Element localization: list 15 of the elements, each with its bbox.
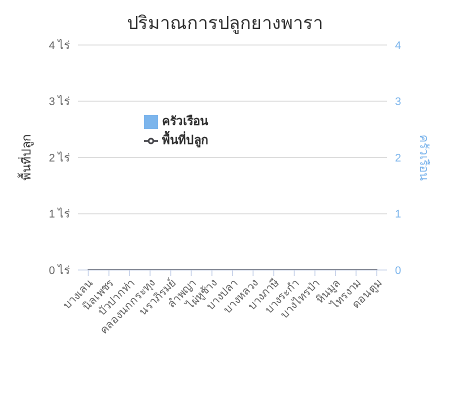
y2-tick-label: 0 bbox=[395, 264, 402, 277]
y-tick-label: 2 ไร่ bbox=[48, 151, 70, 164]
y-tick-label: 1 ไร่ bbox=[48, 208, 70, 221]
y-tick-label: 0 ไร่ bbox=[48, 264, 70, 277]
legend-label: พื้นที่ปลูก bbox=[162, 133, 208, 147]
y2-axis-title: ครัวเรือน bbox=[416, 134, 431, 180]
y-tick-label: 4 ไร่ bbox=[48, 38, 70, 52]
y-tick-label: 3 ไร่ bbox=[48, 95, 70, 108]
y2-tick-label: 1 bbox=[395, 208, 402, 221]
y2-tick-label: 2 bbox=[395, 152, 402, 164]
y-axis-title: พื้นที่ปลูก bbox=[17, 134, 34, 180]
y2-tick-label: 3 bbox=[395, 96, 402, 108]
legend-label: ครัวเรือน bbox=[162, 114, 208, 128]
y2-tick-label: 4 bbox=[395, 40, 402, 52]
chart-title: ปริมาณการปลูกยางพารา bbox=[126, 12, 324, 36]
